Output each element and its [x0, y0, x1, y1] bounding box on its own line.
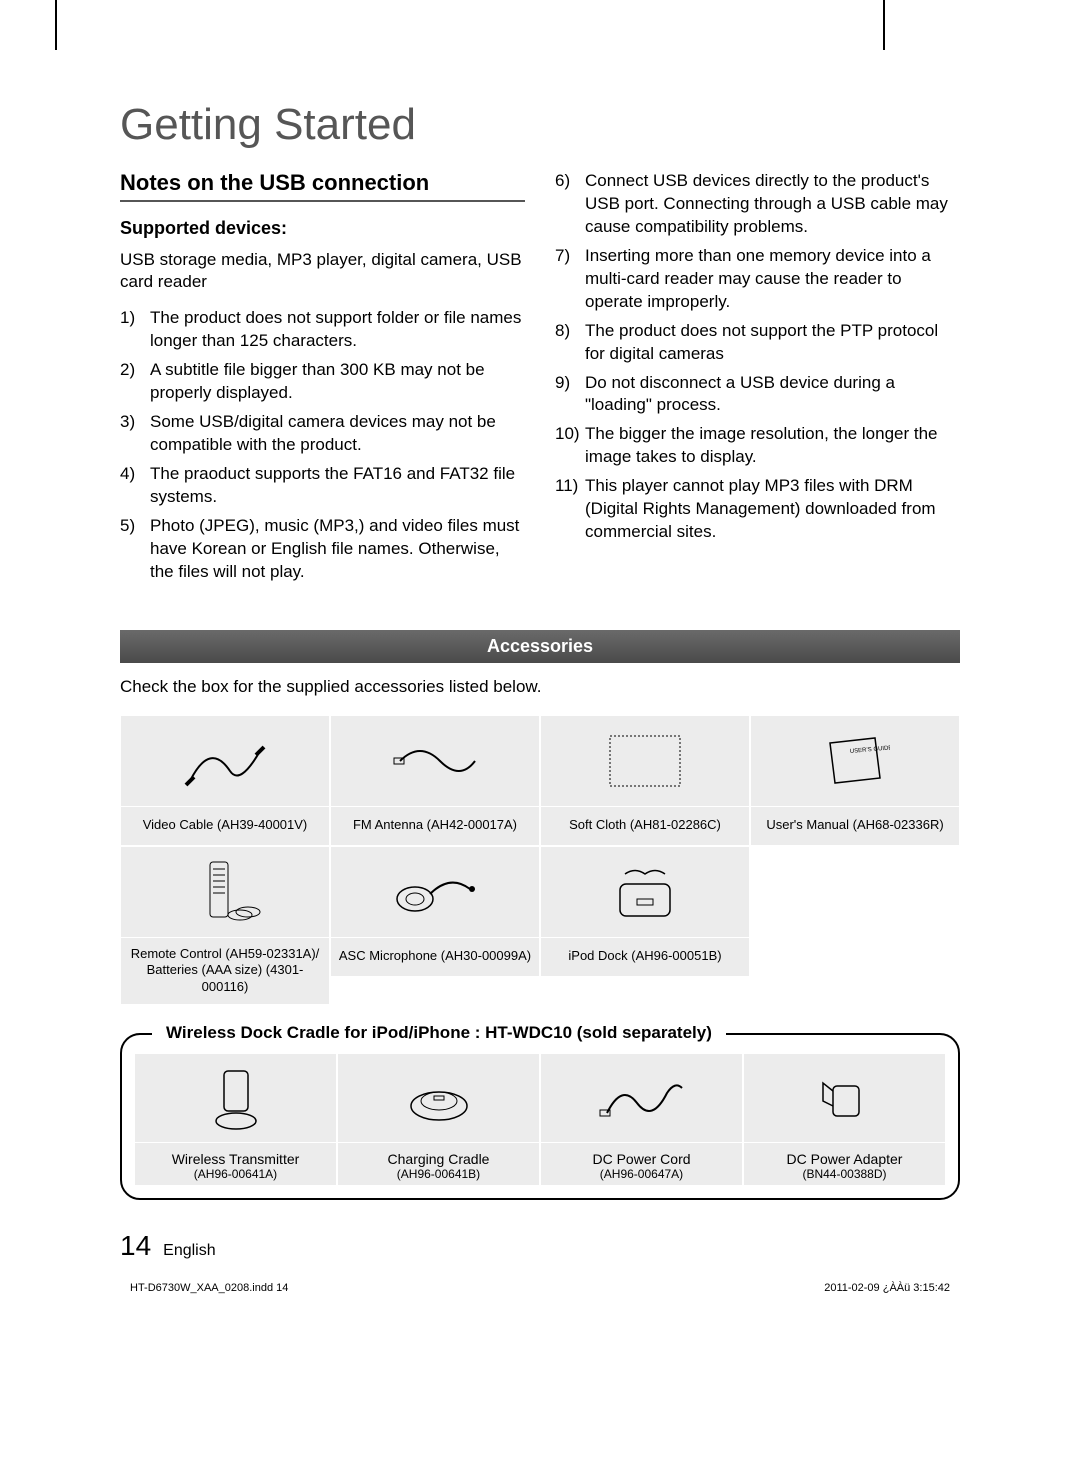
- note-number: 10): [555, 423, 585, 469]
- dock-cradle-box: Wireless Dock Cradle for iPod/iPhone : H…: [120, 1033, 960, 1200]
- accessory-label: Remote Control (AH59-02331A)/ Batteries …: [121, 938, 329, 1005]
- manual-page: Getting Started Notes on the USB connect…: [0, 100, 1080, 1314]
- note-item: 7)Inserting more than one memory device …: [555, 245, 960, 314]
- accessory-cell-empty: [750, 846, 960, 1006]
- accessory-label: FM Antenna (AH42-00017A): [331, 807, 539, 845]
- dock-icon: [338, 1054, 539, 1142]
- accessory-icon: USER’S GUIDE: [751, 716, 959, 806]
- subsection-heading: Notes on the USB connection: [120, 170, 525, 202]
- dock-cell: Wireless Transmitter(AH96-00641A): [134, 1053, 337, 1186]
- dock-icon: [744, 1054, 945, 1142]
- crop-marks: [0, 0, 1080, 60]
- left-column: Notes on the USB connection Supported de…: [120, 170, 525, 590]
- right-column: 6)Connect USB devices directly to the pr…: [555, 170, 960, 590]
- dock-item-code: (AH96-00641A): [194, 1167, 277, 1181]
- note-text: The bigger the image resolution, the lon…: [585, 423, 960, 469]
- accessory-cell: FM Antenna (AH42-00017A): [330, 715, 540, 846]
- dock-item-name: Wireless Transmitter: [172, 1151, 300, 1167]
- doc-meta-right: 2011-02-09 ¿ÀÀü 3:15:42: [824, 1282, 950, 1294]
- dock-icon: [541, 1054, 742, 1142]
- page-language: English: [163, 1242, 215, 1260]
- page-number: 14: [120, 1230, 151, 1262]
- dock-item-code: (AH96-00647A): [600, 1167, 683, 1181]
- note-text: A subtitle file bigger than 300 KB may n…: [150, 359, 525, 405]
- accessory-label: User's Manual (AH68-02336R): [751, 807, 959, 845]
- note-number: 5): [120, 515, 150, 584]
- note-number: 4): [120, 463, 150, 509]
- note-number: 3): [120, 411, 150, 457]
- note-text: Do not disconnect a USB device during a …: [585, 372, 960, 418]
- note-item: 4)The praoduct supports the FAT16 and FA…: [120, 463, 525, 509]
- accessory-label: iPod Dock (AH96-00051B): [541, 938, 749, 976]
- note-text: This player cannot play MP3 files with D…: [585, 475, 960, 544]
- accessory-label: Soft Cloth (AH81-02286C): [541, 807, 749, 845]
- accessory-icon: [121, 716, 329, 806]
- accessory-icon: [331, 716, 539, 806]
- note-item: 11)This player cannot play MP3 files wit…: [555, 475, 960, 544]
- usb-notes-columns: Notes on the USB connection Supported de…: [120, 170, 960, 590]
- dock-cell: DC Power Adapter(BN44-00388D): [743, 1053, 946, 1186]
- dock-cell: DC Power Cord(AH96-00647A): [540, 1053, 743, 1186]
- dock-item-code: (AH96-00641B): [397, 1167, 480, 1181]
- doc-meta-left: HT-D6730W_XAA_0208.indd 14: [130, 1282, 288, 1294]
- accessory-label: ASC Microphone (AH30-00099A): [331, 938, 539, 976]
- document-metadata: HT-D6730W_XAA_0208.indd 14 2011-02-09 ¿À…: [120, 1282, 960, 1294]
- accessory-icon: [121, 847, 329, 937]
- dock-label: DC Power Cord(AH96-00647A): [541, 1143, 742, 1185]
- note-number: 9): [555, 372, 585, 418]
- accessory-label: Video Cable (AH39-40001V): [121, 807, 329, 845]
- note-item: 2)A subtitle file bigger than 300 KB may…: [120, 359, 525, 405]
- accessory-cell: USER’S GUIDE User's Manual (AH68-02336R): [750, 715, 960, 846]
- dock-grid: Wireless Transmitter(AH96-00641A)Chargin…: [134, 1053, 946, 1186]
- accessory-cell: ASC Microphone (AH30-00099A): [330, 846, 540, 1006]
- page-footer: 14 English: [120, 1230, 960, 1262]
- accessory-grid: Video Cable (AH39-40001V)FM Antenna (AH4…: [120, 715, 960, 1006]
- dock-item-name: DC Power Cord: [592, 1151, 690, 1167]
- note-item: 6)Connect USB devices directly to the pr…: [555, 170, 960, 239]
- accessory-icon: [541, 847, 749, 937]
- accessory-cell: iPod Dock (AH96-00051B): [540, 846, 750, 1006]
- note-text: The praoduct supports the FAT16 and FAT3…: [150, 463, 525, 509]
- dock-cell: Charging Cradle(AH96-00641B): [337, 1053, 540, 1186]
- notes-list-right: 6)Connect USB devices directly to the pr…: [555, 170, 960, 544]
- note-item: 10)The bigger the image resolution, the …: [555, 423, 960, 469]
- dock-label: Wireless Transmitter(AH96-00641A): [135, 1143, 336, 1185]
- note-text: Inserting more than one memory device in…: [585, 245, 960, 314]
- note-text: Photo (JPEG), music (MP3,) and video fil…: [150, 515, 525, 584]
- dock-label: DC Power Adapter(BN44-00388D): [744, 1143, 945, 1185]
- lead-text: USB storage media, MP3 player, digital c…: [120, 249, 525, 293]
- note-text: The product does not support the PTP pro…: [585, 320, 960, 366]
- note-number: 2): [120, 359, 150, 405]
- note-number: 1): [120, 307, 150, 353]
- accessory-cell: Remote Control (AH59-02331A)/ Batteries …: [120, 846, 330, 1006]
- note-number: 7): [555, 245, 585, 314]
- dock-item-name: Charging Cradle: [388, 1151, 490, 1167]
- dock-item-code: (BN44-00388D): [802, 1167, 886, 1181]
- note-item: 3)Some USB/digital camera devices may no…: [120, 411, 525, 457]
- accessory-icon: [331, 847, 539, 937]
- note-text: Connect USB devices directly to the prod…: [585, 170, 960, 239]
- accessory-icon: [541, 716, 749, 806]
- note-item: 9)Do not disconnect a USB device during …: [555, 372, 960, 418]
- note-number: 8): [555, 320, 585, 366]
- note-number: 11): [555, 475, 585, 544]
- dock-item-name: DC Power Adapter: [787, 1151, 903, 1167]
- note-number: 6): [555, 170, 585, 239]
- note-item: 8)The product does not support the PTP p…: [555, 320, 960, 366]
- dock-label: Charging Cradle(AH96-00641B): [338, 1143, 539, 1185]
- note-item: 5)Photo (JPEG), music (MP3,) and video f…: [120, 515, 525, 584]
- minor-heading: Supported devices:: [120, 218, 525, 239]
- note-text: Some USB/digital camera devices may not …: [150, 411, 525, 457]
- accessory-cell: Soft Cloth (AH81-02286C): [540, 715, 750, 846]
- notes-list-left: 1)The product does not support folder or…: [120, 307, 525, 583]
- note-text: The product does not support folder or f…: [150, 307, 525, 353]
- accessories-banner: Accessories: [120, 630, 960, 663]
- section-title: Getting Started: [120, 100, 960, 150]
- accessory-cell: Video Cable (AH39-40001V): [120, 715, 330, 846]
- svg-text:USER’S GUIDE: USER’S GUIDE: [850, 745, 890, 755]
- accessories-intro: Check the box for the supplied accessori…: [120, 677, 960, 697]
- note-item: 1)The product does not support folder or…: [120, 307, 525, 353]
- dock-icon: [135, 1054, 336, 1142]
- dock-legend: Wireless Dock Cradle for iPod/iPhone : H…: [152, 1023, 726, 1043]
